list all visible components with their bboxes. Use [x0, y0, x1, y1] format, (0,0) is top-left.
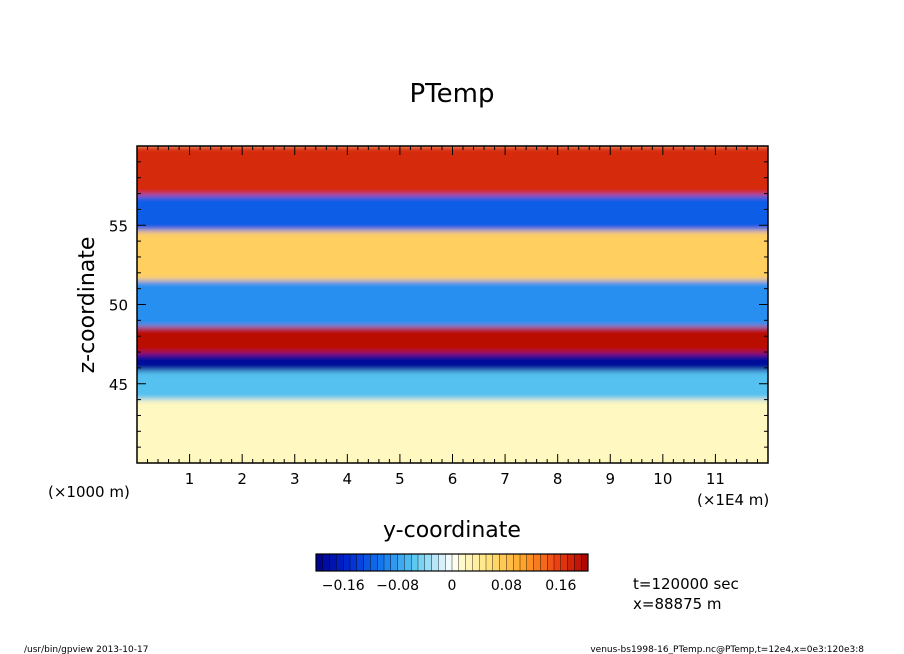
y-tick-label: 50 [109, 297, 128, 315]
colorbar-cell [472, 553, 480, 572]
x-tick-label: 5 [395, 470, 405, 488]
x-unit-left: (×1000 m) [48, 483, 130, 501]
x-tick-label: 2 [237, 470, 247, 488]
field-bands [137, 146, 768, 463]
colorbar-cell [404, 553, 412, 572]
colorbar-cell [574, 553, 582, 572]
colorbar-cell [397, 553, 405, 572]
colorbar-cell [479, 553, 487, 572]
colorbar-cell [343, 553, 351, 572]
x-unit-right: (×1E4 m) [697, 491, 769, 509]
field-band [137, 353, 768, 372]
y-axis-label: z-coordinate [75, 237, 100, 374]
x-tick-label: 10 [653, 470, 672, 488]
colorbar-cell [363, 553, 371, 572]
y-axis: 45 50 55 [109, 145, 768, 464]
footer-right: venus-bs1998-16_PTemp.nc@PTemp,t=12e4,x=… [590, 645, 864, 654]
colorbar-cell [370, 553, 378, 572]
x-tick-label: 4 [343, 470, 353, 488]
colorbar-cell [424, 553, 433, 572]
colorbar-cell [390, 553, 399, 572]
colorbar-cell [411, 553, 419, 572]
chart-title: PTemp [410, 79, 495, 109]
colorbar-cell [533, 553, 541, 572]
x-tick-label: 1 [185, 470, 195, 488]
x-tick-label: 3 [290, 470, 300, 488]
x-tick-label: 6 [448, 470, 458, 488]
colorbar-cell [540, 553, 548, 572]
field-band [137, 195, 768, 231]
field-band [137, 399, 768, 463]
x-tick-label: 7 [500, 470, 510, 488]
x-axis-label: y-coordinate [383, 518, 521, 543]
colorbar-cell [526, 553, 535, 572]
x-position-annotation: x=88875 m [633, 595, 722, 613]
field-band [137, 280, 768, 327]
colorbar-cell [581, 553, 589, 572]
colorbar-cell [438, 553, 446, 572]
colorbar-tick-label: −0.08 [376, 578, 419, 594]
colorbar-cell [553, 553, 562, 572]
y-tick-label: 45 [109, 376, 128, 394]
colorbar-cell [519, 553, 528, 572]
colorbar-cell [431, 553, 439, 572]
field-band [137, 371, 768, 400]
colorbar-tick-label: 0.16 [545, 578, 576, 594]
colorbar-tick-label: −0.16 [322, 578, 365, 594]
colorbar-cell [329, 553, 337, 572]
colorbar-tick-label: 0 [448, 578, 457, 594]
field-band [137, 326, 768, 354]
colorbar-cell [356, 553, 365, 572]
colorbar-cell [465, 553, 473, 572]
colorbar-cell [513, 553, 521, 572]
colorbar-cell [485, 553, 494, 572]
colorbar-cell [567, 553, 575, 572]
colorbar-cell [492, 553, 501, 572]
colorbar-cell [451, 553, 460, 572]
colorbar-cell [336, 553, 344, 572]
colorbar-cell [445, 553, 453, 572]
x-tick-label: 8 [553, 470, 563, 488]
x-tick-label: 9 [605, 470, 615, 488]
colorbar-cell [547, 553, 555, 572]
time-annotation: t=120000 sec [633, 575, 739, 593]
colorbar-cell [417, 553, 426, 572]
colorbar: −0.16 −0.08 0 0.08 0.16 [315, 553, 589, 594]
footer-left: /usr/bin/gpview 2013-10-17 [24, 645, 148, 654]
colorbar-cell [499, 553, 507, 572]
colorbar-border [315, 553, 589, 572]
colorbar-cell [315, 553, 324, 572]
colorbar-cell [322, 553, 331, 572]
field-band [137, 230, 768, 281]
x-tick-label: 11 [706, 470, 725, 488]
colorbar-cell [458, 553, 467, 572]
heatmap-field [137, 146, 768, 463]
x-axis: 1 2 3 4 5 6 7 8 9 10 11 [136, 146, 769, 488]
colorbar-cell [349, 553, 358, 572]
colorbar-cell [560, 553, 569, 572]
y-tick-label: 55 [109, 217, 128, 235]
colorbar-cell [377, 553, 385, 572]
colorbar-tick-label: 0.08 [491, 578, 522, 594]
colorbar-cell [506, 553, 514, 572]
colorbar-cell [383, 553, 392, 572]
